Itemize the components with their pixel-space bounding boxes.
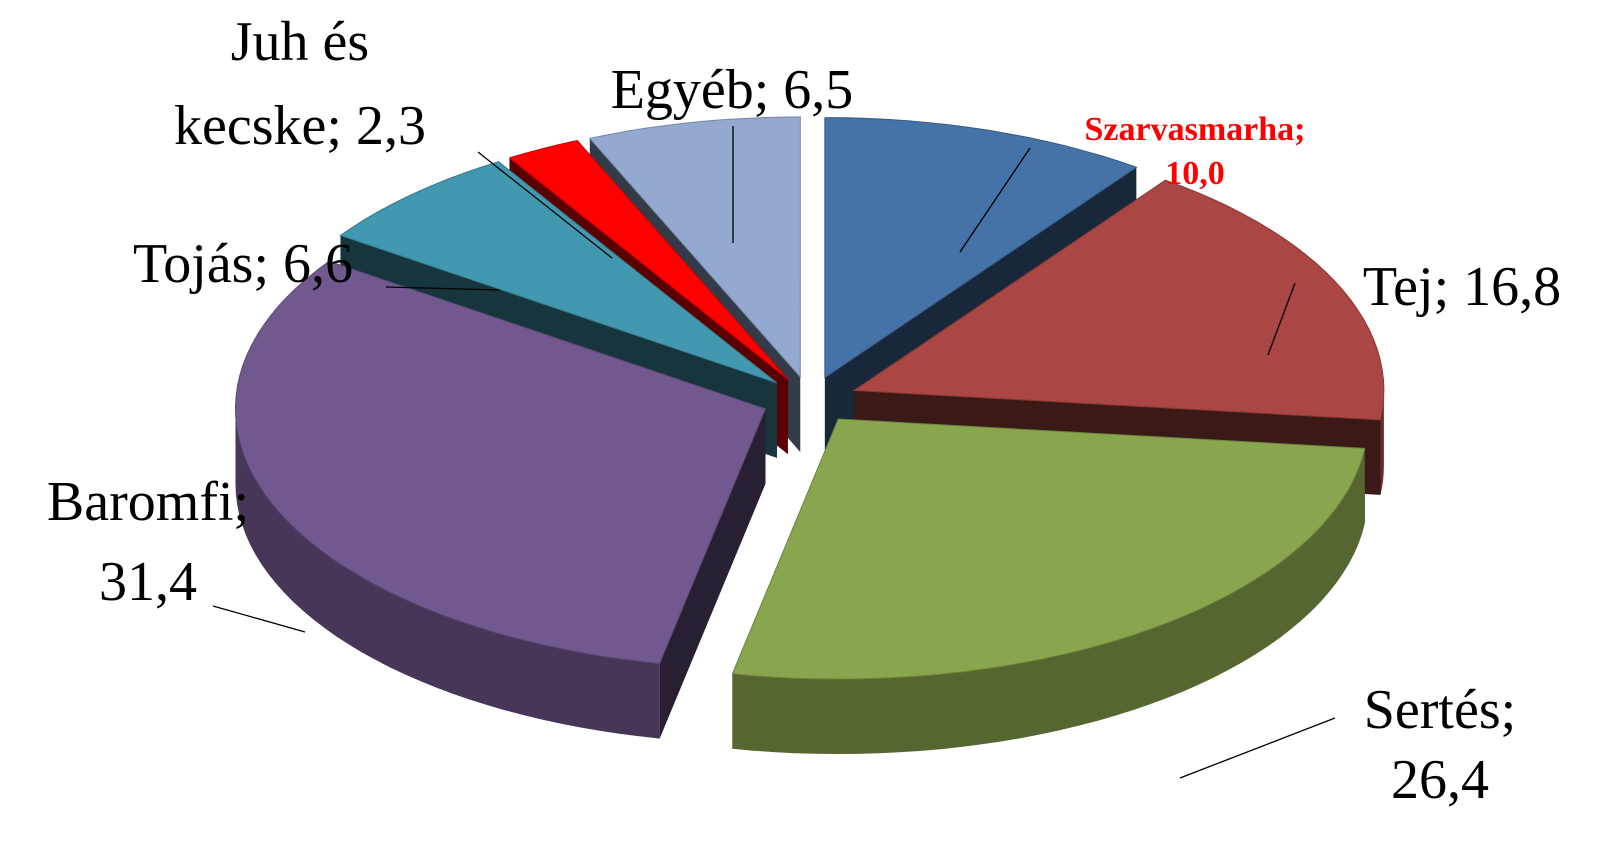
leader-line-tojás bbox=[385, 286, 501, 291]
data-label-juh-és-kecske: Juh és kecske; 2,3 bbox=[174, 11, 426, 157]
data-label-line: Szarvasmarha; bbox=[1085, 111, 1306, 148]
data-label-egyéb: Egyéb; 6,5 bbox=[611, 59, 854, 121]
data-label-line: 26,4 bbox=[1391, 749, 1489, 811]
slice-top bbox=[234, 260, 767, 665]
leader-line-szarvasmarha bbox=[959, 147, 1031, 253]
slice-top bbox=[589, 116, 801, 379]
data-label-line: Egyéb; 6,5 bbox=[611, 59, 854, 121]
data-label-line: 10,0 bbox=[1165, 155, 1225, 192]
data-label-line: Tej; 16,8 bbox=[1363, 256, 1561, 318]
pie-slice-sertés bbox=[731, 418, 1366, 754]
leader-line-juh-és-kecske bbox=[477, 151, 613, 259]
pie-slice-baromfi bbox=[234, 260, 767, 739]
data-label-tej: Tej; 16,8 bbox=[1363, 256, 1561, 318]
slice-top bbox=[852, 179, 1385, 421]
slice-top bbox=[824, 117, 1138, 379]
data-labels: Szarvasmarha; 10,0 Tej; 16,8 Sertés; 26,4 Bar… bbox=[47, 11, 1561, 811]
slice-wall-start bbox=[659, 408, 766, 739]
data-label-line: Baromfi; bbox=[47, 471, 249, 533]
slice-top bbox=[731, 418, 1366, 680]
data-label-baromfi: Baromfi; 31,4 bbox=[47, 471, 249, 613]
leader-line-sertés bbox=[1179, 717, 1336, 779]
leader-line-baromfi bbox=[212, 605, 306, 633]
data-label-line: 31,4 bbox=[99, 551, 197, 613]
data-label-line: Sertés; bbox=[1364, 679, 1516, 741]
data-label-line: Tojás; 6,6 bbox=[133, 233, 353, 295]
data-label-szarvasmarha: Szarvasmarha; 10,0 bbox=[1085, 111, 1306, 192]
slice-rim bbox=[732, 448, 1365, 754]
data-label-tojás: Tojás; 6,6 bbox=[133, 233, 353, 295]
data-label-line: Juh és bbox=[231, 11, 369, 73]
data-label-sertés: Sertés; 26,4 bbox=[1364, 679, 1516, 811]
leader-line-tej bbox=[1267, 282, 1296, 356]
slice-top bbox=[339, 161, 778, 384]
data-label-line: kecske; 2,3 bbox=[174, 95, 426, 157]
slice-top bbox=[509, 139, 789, 380]
slice-rim bbox=[235, 408, 660, 739]
leader-lines bbox=[212, 126, 1336, 779]
pie-slices bbox=[234, 116, 1385, 754]
